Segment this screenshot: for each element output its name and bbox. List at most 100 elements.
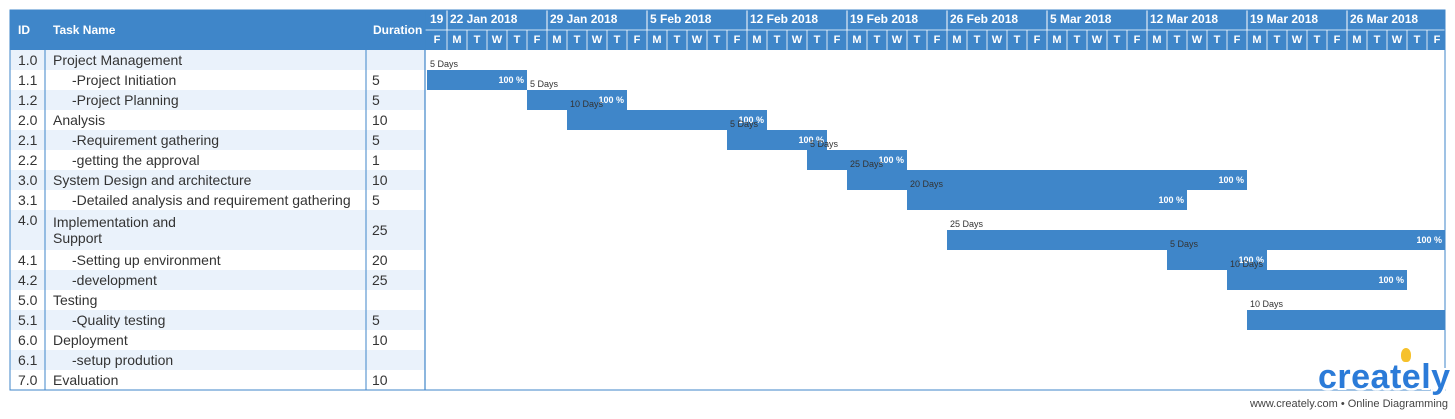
bar-duration-label: 25 Days: [850, 159, 884, 169]
day-letter: T: [514, 34, 521, 46]
task-id: 4.1: [18, 252, 38, 268]
bar-duration-label: 5 Days: [810, 139, 839, 149]
task-bar: [527, 90, 627, 110]
day-letter: T: [574, 34, 581, 46]
week-label: 26 Feb 2018: [950, 12, 1018, 26]
day-letter: T: [474, 34, 481, 46]
lightbulb-icon: [1401, 348, 1411, 362]
week-label: 19 Feb 2018: [850, 12, 918, 26]
task-bar: [567, 110, 767, 130]
task-name: -getting the approval: [72, 152, 200, 168]
task-name: -Project Planning: [72, 92, 179, 108]
day-letter: M: [852, 34, 861, 46]
day-letter: T: [814, 34, 821, 46]
row-background: [10, 130, 425, 150]
task-id: 1.2: [18, 92, 38, 108]
day-letter: M: [452, 34, 461, 46]
creately-watermark: creately www.creately.com • Online Diagr…: [1250, 340, 1451, 415]
task-id: 4.2: [18, 272, 38, 288]
task-duration: 10: [372, 332, 388, 348]
task-name: Deployment: [53, 332, 128, 348]
week-label: 26 Mar 2018: [1350, 12, 1418, 26]
day-letter: F: [1234, 34, 1241, 46]
day-letter: W: [1092, 34, 1103, 46]
day-letter: T: [674, 34, 681, 46]
day-letter: W: [1292, 34, 1303, 46]
day-letter: T: [774, 34, 781, 46]
day-letter: T: [974, 34, 981, 46]
column-header-id: ID: [18, 23, 30, 37]
task-bar: [1227, 270, 1407, 290]
task-name: -Quality testing: [72, 312, 165, 328]
day-letter: F: [634, 34, 641, 46]
task-bar: [727, 130, 827, 150]
bar-progress-label: 100 %: [1158, 195, 1184, 205]
week-label: 12 Mar 2018: [1150, 12, 1218, 26]
task-name-line: -getting the approval: [72, 152, 200, 168]
task-name-line: -Project Planning: [72, 92, 179, 108]
day-letter: T: [614, 34, 621, 46]
day-letter: F: [1034, 34, 1041, 46]
watermark-brand: creately: [1318, 358, 1451, 396]
task-duration: 25: [372, 272, 388, 288]
bar-duration-label: 5 Days: [530, 79, 559, 89]
task-name: Implementation and Support: [53, 214, 176, 246]
task-name-line: -Requirement gathering: [72, 132, 219, 148]
day-letter: W: [892, 34, 903, 46]
task-id: 2.1: [18, 132, 38, 148]
task-duration: 25: [372, 222, 388, 238]
day-letter: T: [914, 34, 921, 46]
task-name-line: System Design and architecture: [53, 172, 252, 188]
task-duration: 5: [372, 312, 380, 328]
task-name: System Design and architecture: [53, 172, 252, 188]
task-name-line: -Setting up environment: [72, 252, 221, 268]
day-letter: W: [692, 34, 703, 46]
bar-progress-label: 100 %: [1238, 255, 1264, 265]
task-name-line: Project Management: [53, 52, 182, 68]
bar-duration-label: 5 Days: [1170, 239, 1199, 249]
row-background: [10, 210, 425, 250]
day-letter: F: [534, 34, 541, 46]
week-label: 12 Feb 2018: [750, 12, 818, 26]
task-duration: 5: [372, 192, 380, 208]
task-name: -Requirement gathering: [72, 132, 219, 148]
task-name-line: Testing: [53, 292, 97, 308]
day-letter: M: [1052, 34, 1061, 46]
task-name: Testing: [53, 292, 97, 308]
task-name: -setup prodution: [72, 352, 173, 368]
task-name-line: -Quality testing: [72, 312, 165, 328]
task-bar: [1247, 310, 1445, 330]
day-letter: M: [952, 34, 961, 46]
task-bar: [907, 190, 1187, 210]
task-name-line: Deployment: [53, 332, 128, 348]
task-id: 6.1: [18, 352, 38, 368]
task-name-line: -Detailed analysis and requirement gathe…: [72, 192, 351, 208]
task-duration: 5: [372, 92, 380, 108]
day-letter: M: [752, 34, 761, 46]
task-duration: 10: [372, 112, 388, 128]
bar-progress-label: 100 %: [1378, 275, 1404, 285]
bar-duration-label: 10 Days: [570, 99, 604, 109]
day-letter: T: [874, 34, 881, 46]
day-letter: W: [1392, 34, 1403, 46]
task-bar: [427, 70, 527, 90]
task-id: 3.1: [18, 192, 38, 208]
task-name-line: Analysis: [53, 112, 105, 128]
day-letter: W: [1192, 34, 1203, 46]
task-bar: [847, 170, 1247, 190]
task-duration: 5: [372, 72, 380, 88]
task-id: 1.1: [18, 72, 38, 88]
task-id: 6.0: [18, 332, 38, 348]
day-letter: T: [1114, 34, 1121, 46]
task-name: -Setting up environment: [72, 252, 221, 268]
day-letter: F: [434, 34, 441, 46]
day-letter: W: [992, 34, 1003, 46]
row-background: [10, 90, 425, 110]
day-letter: M: [1152, 34, 1161, 46]
day-letter: T: [714, 34, 721, 46]
bar-duration-label: 5 Days: [430, 59, 459, 69]
row-background: [10, 170, 425, 190]
task-name: Evaluation: [53, 372, 118, 388]
day-letter: M: [552, 34, 561, 46]
